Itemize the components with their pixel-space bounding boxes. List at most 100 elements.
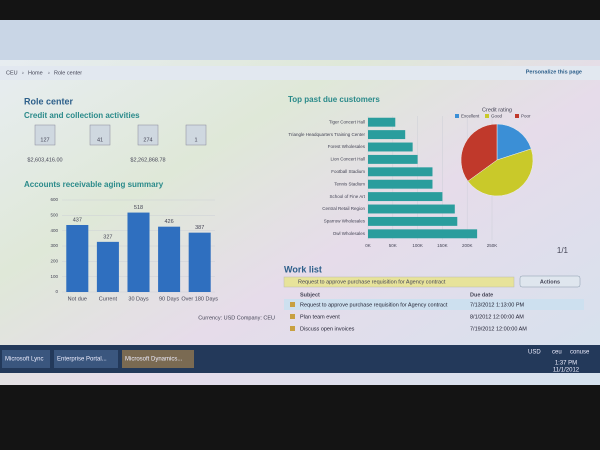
- bar: [368, 179, 433, 189]
- clock-date: 11/1/2012: [553, 368, 580, 374]
- bar: [368, 192, 443, 202]
- x-tick-label: 90 Days: [159, 296, 179, 302]
- x-tick-label: 50K: [389, 243, 397, 248]
- app-label[interactable]: Microsoft Lync: [5, 357, 43, 363]
- app-button[interactable]: [54, 350, 118, 368]
- value-label: 387: [195, 225, 204, 231]
- clock-time: 1:37 PM: [555, 361, 577, 367]
- x-tick-label: 100K: [412, 243, 423, 248]
- chart-title: Top past due customers: [288, 95, 380, 104]
- x-tick-label: Current: [99, 296, 118, 302]
- bar: [188, 232, 211, 292]
- y-tick-label: 500: [50, 213, 58, 218]
- y-tick-label: Football Stadium: [331, 169, 365, 174]
- legend-label: Excellent: [461, 114, 480, 119]
- y-tick-label: 100: [50, 274, 58, 279]
- due-date: 7/19/2012 12:00:00 AM: [470, 326, 527, 332]
- pie-slice: [460, 123, 498, 182]
- x-tick-label: Not due: [68, 296, 87, 302]
- column-header[interactable]: Due date: [470, 292, 493, 298]
- subject[interactable]: Request to approve purchase requisition …: [300, 302, 448, 308]
- y-tick-label: Tiger Concert Hall: [329, 119, 365, 124]
- actions-label[interactable]: Actions: [540, 279, 560, 285]
- bar: [368, 216, 458, 226]
- personalize-link[interactable]: Personalize this page: [526, 69, 582, 75]
- bar: [368, 117, 396, 127]
- tile[interactable]: [185, 124, 207, 146]
- banner-bar: [283, 276, 515, 288]
- y-tick-label: Lion Concert Hall: [330, 157, 365, 162]
- window-header: [0, 20, 600, 60]
- taskbar-apps: Microsoft Lync Enterprise Portal... Micr…: [2, 350, 194, 368]
- bar: [158, 226, 181, 292]
- legend-swatch: [515, 114, 519, 118]
- pager[interactable]: 1/1: [557, 246, 569, 255]
- subject[interactable]: Plan team event: [300, 314, 340, 320]
- tray-item[interactable]: USD: [528, 350, 541, 356]
- work-list-title: Work list: [284, 264, 322, 274]
- x-tick-label: Over 180 Days: [181, 296, 218, 302]
- screen: [0, 20, 600, 385]
- bar: [368, 204, 455, 214]
- bar: [368, 167, 433, 177]
- app-label[interactable]: Microsoft Dynamics...: [125, 357, 183, 363]
- actions-button[interactable]: [519, 275, 581, 288]
- x-tick-label: 200K: [462, 243, 473, 248]
- legend-swatch: [485, 114, 489, 118]
- bar: [368, 142, 413, 152]
- pie-title: Credit rating: [482, 107, 512, 113]
- footer: Currency: USD Company: CEU: [198, 315, 275, 321]
- role-center-title: Role center: [24, 96, 74, 106]
- legend-label: Good: [491, 114, 503, 119]
- y-tick-label: 400: [50, 228, 58, 233]
- tile-count: 41: [97, 137, 103, 143]
- tile-count: 1: [194, 137, 197, 143]
- legend-label: Poor: [521, 114, 531, 119]
- subject[interactable]: Discuss open invoices: [300, 326, 355, 332]
- pie-slice: [496, 123, 532, 161]
- y-tick-label: 300: [50, 243, 58, 248]
- svg-text:›: ›: [48, 70, 50, 76]
- y-tick-label: School of Fine Art: [329, 194, 365, 199]
- tile[interactable]: [34, 124, 56, 146]
- value-label: 426: [165, 219, 174, 225]
- tile[interactable]: [137, 124, 159, 146]
- y-tick-label: Central Retail Region: [322, 206, 365, 211]
- row-icon: [290, 326, 295, 331]
- app-button[interactable]: [122, 350, 194, 368]
- legend-swatch: [455, 114, 459, 118]
- y-tick-label: Tennis Stadium: [334, 181, 365, 186]
- tile-amount: $2,603,416.00: [27, 157, 62, 163]
- work-list-rows: Request to approve purchase requisition …: [290, 302, 527, 332]
- bar: [368, 130, 406, 140]
- bar: [127, 212, 150, 292]
- due-date: 7/13/2012 1:13:00 PM: [470, 302, 525, 308]
- crumb[interactable]: Home: [28, 70, 43, 76]
- crumb[interactable]: Role center: [54, 70, 82, 76]
- crumb[interactable]: CEU: [6, 70, 18, 76]
- tray-item[interactable]: conuse: [570, 350, 590, 356]
- svg-text:›: ›: [22, 70, 24, 76]
- breadcrumb-bar: [0, 66, 600, 80]
- y-tick-label: Forest Wholesales: [328, 144, 366, 149]
- chart-title: Accounts receivable aging summary: [24, 180, 164, 189]
- row-icon: [290, 314, 295, 319]
- column-header[interactable]: Subject: [300, 292, 320, 298]
- tray-item[interactable]: ceu: [552, 350, 562, 356]
- tiles: 127 41 274 1 $2,603,416.00 $2,262,868.78: [27, 124, 207, 163]
- x-tick-label: 250K: [487, 243, 498, 248]
- bar: [66, 224, 89, 292]
- app-button[interactable]: [2, 350, 50, 368]
- value-label: 327: [103, 234, 112, 240]
- app-label[interactable]: Enterprise Portal...: [57, 357, 107, 363]
- breadcrumb: CEU › Home › Role center: [6, 70, 82, 76]
- bar: [96, 241, 119, 292]
- value-label: 437: [73, 217, 82, 223]
- x-tick-label: 150K: [437, 243, 448, 248]
- tile[interactable]: [89, 124, 111, 146]
- y-tick-label: 600: [50, 197, 58, 202]
- banner: Request to approve purchase requisition …: [298, 279, 446, 285]
- y-tick-label: Owl Wholesales: [333, 231, 366, 236]
